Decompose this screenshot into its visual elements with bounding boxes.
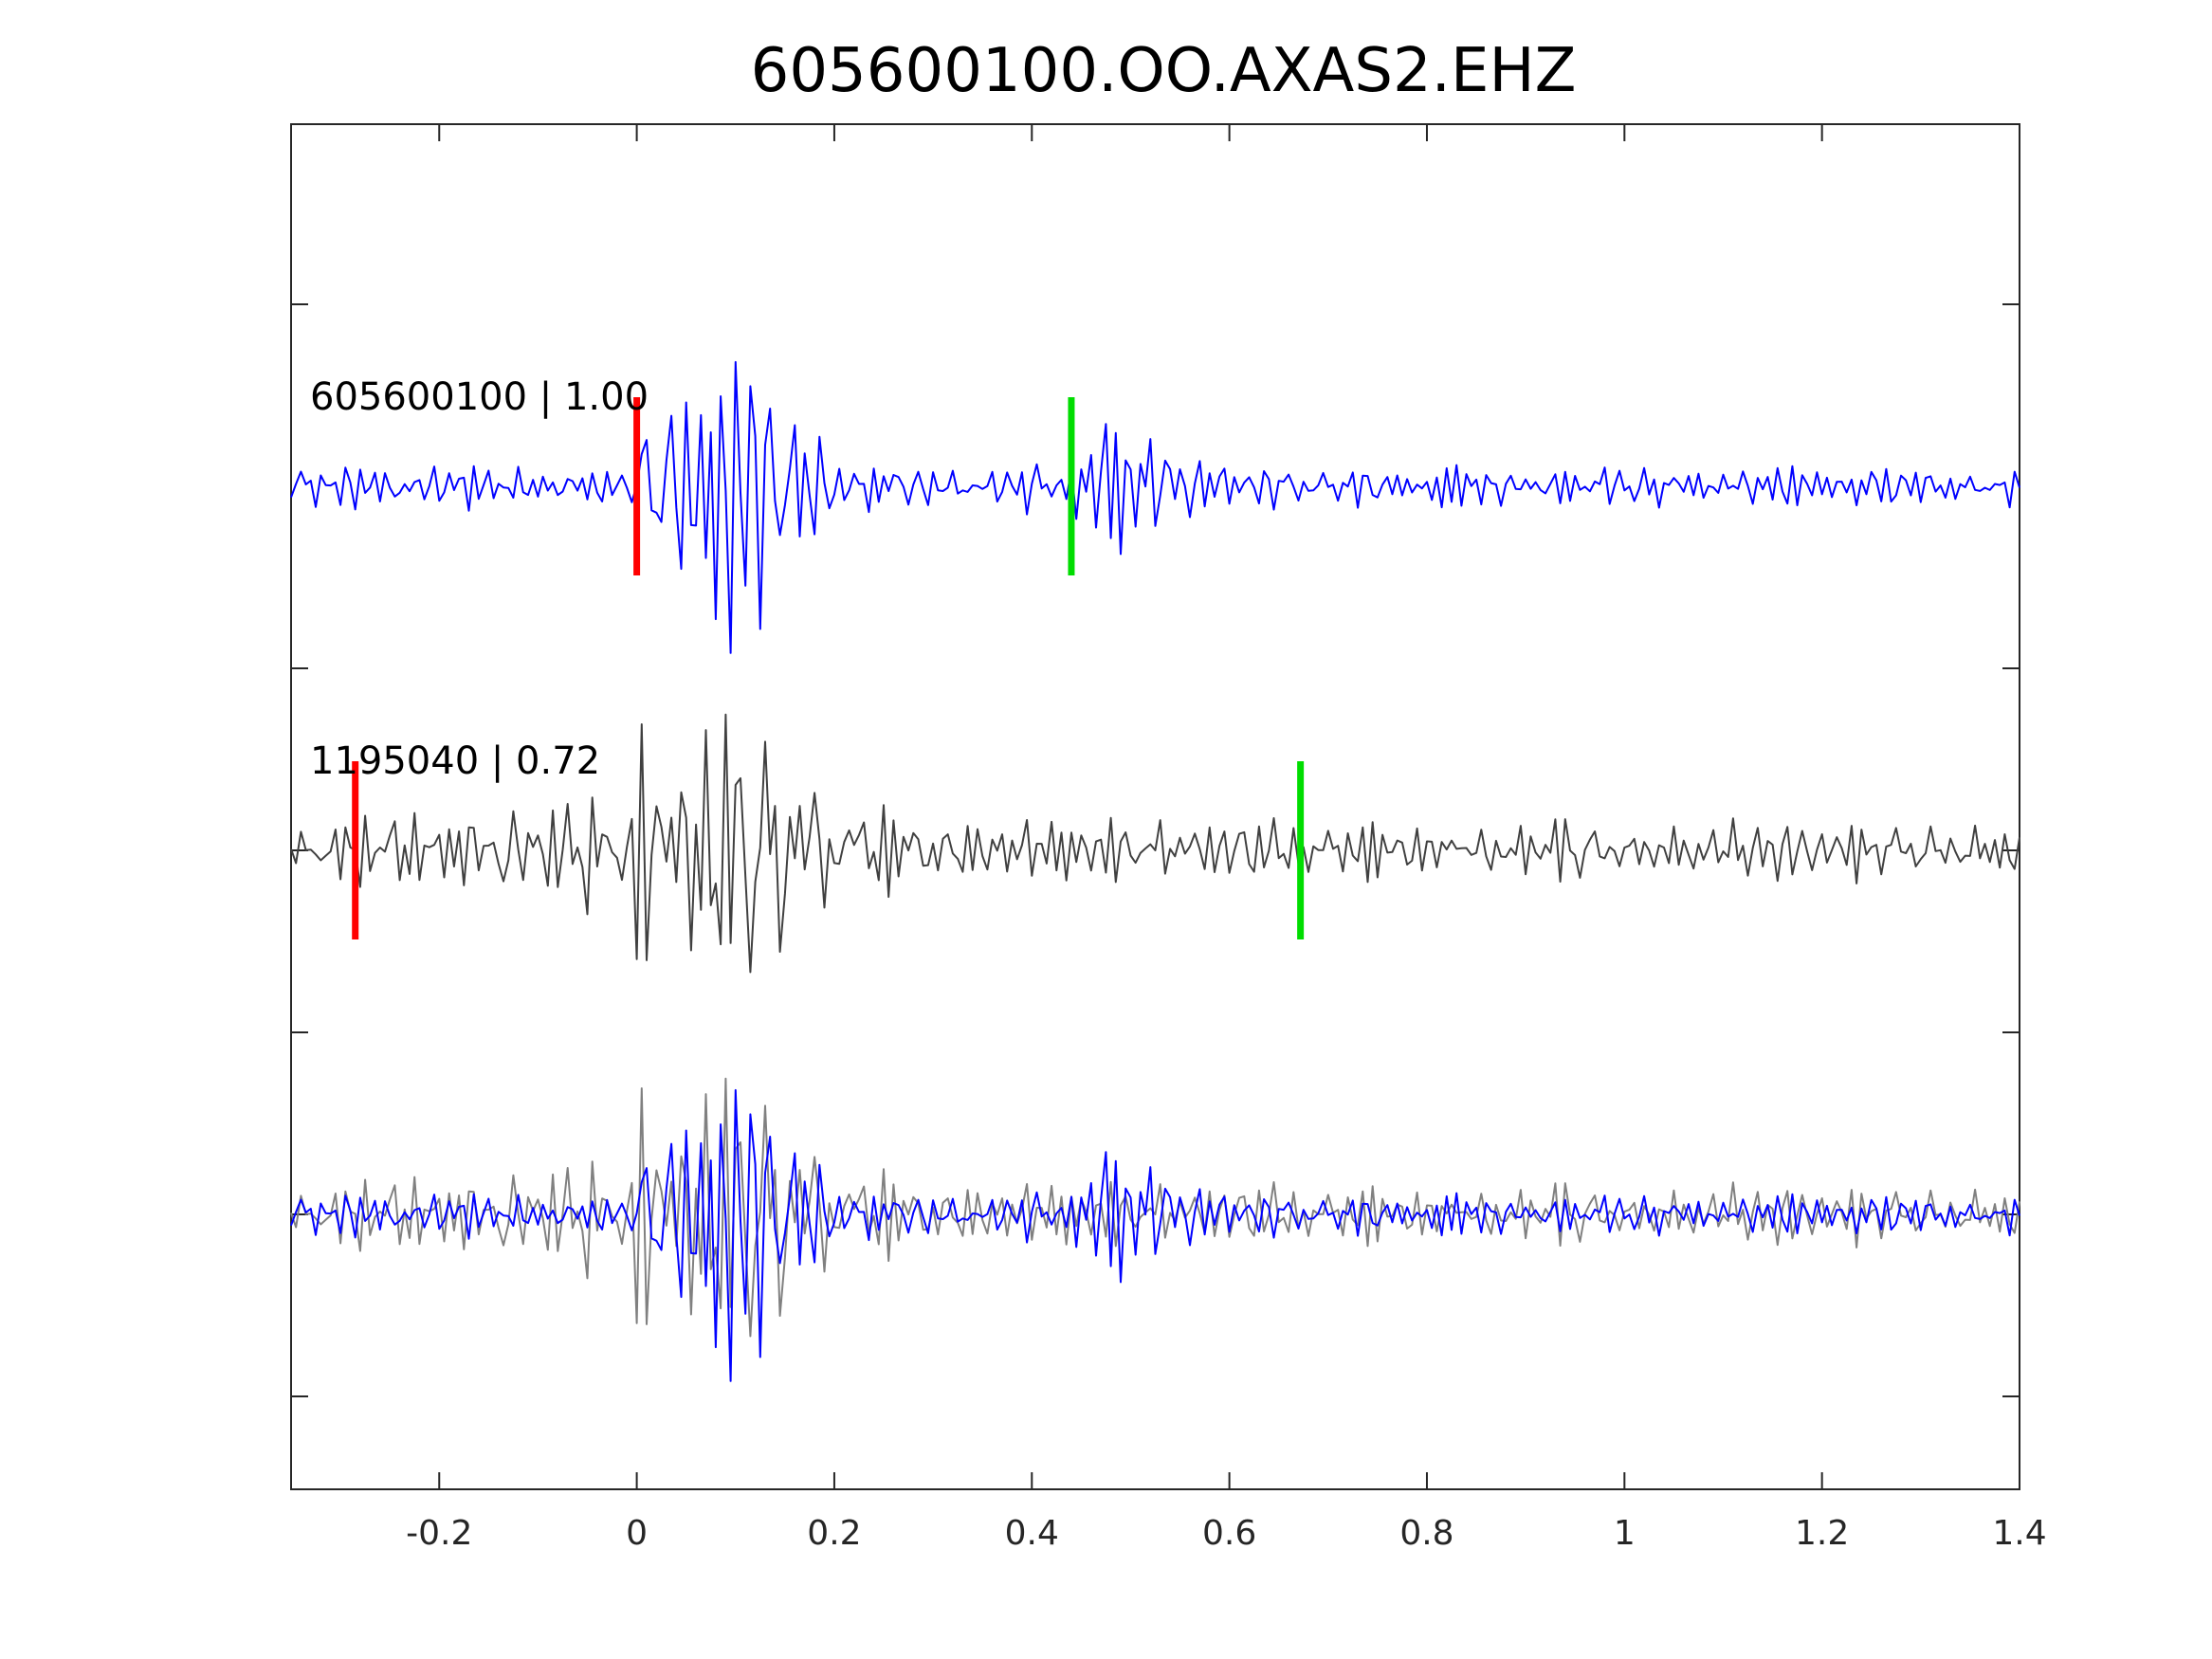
x-tick-label: 0: [626, 1514, 648, 1553]
overlay-template-trace-line: [290, 1088, 2020, 1382]
overlay-match-trace-line: [290, 1077, 2020, 1338]
x-tick-label: 1.4: [1992, 1514, 2046, 1553]
match-trace-line: [290, 713, 2020, 974]
x-axis-tick-labels: -0.2 0 0.2 0.4 0.6 0.8 1 1.2 1.4: [406, 1514, 2047, 1553]
trace-label-match: 1195040 | 0.72: [310, 739, 600, 783]
x-tick-label: 0.2: [807, 1514, 861, 1553]
waveform-traces: [290, 360, 2020, 1382]
x-axis-ticks: [438, 124, 2020, 1489]
phase-picks: [352, 397, 1305, 939]
x-tick-label: -0.2: [406, 1514, 472, 1553]
trace-labels: 605600100 | 1.00 1195040 | 0.72: [310, 375, 649, 783]
plot-area-frame: [290, 123, 2020, 1490]
x-tick-label: 1.2: [1795, 1514, 1849, 1553]
x-tick-label: 1: [1614, 1514, 1636, 1553]
x-tick-label: 0.6: [1202, 1514, 1256, 1553]
template-trace-line: [290, 360, 2020, 654]
x-tick-label: 0.4: [1005, 1514, 1059, 1553]
x-tick-label: 0.8: [1399, 1514, 1453, 1553]
trace-label-template: 605600100 | 1.00: [310, 375, 649, 419]
chart-title: 605600100.OO.AXAS2.EHZ: [751, 36, 1577, 106]
